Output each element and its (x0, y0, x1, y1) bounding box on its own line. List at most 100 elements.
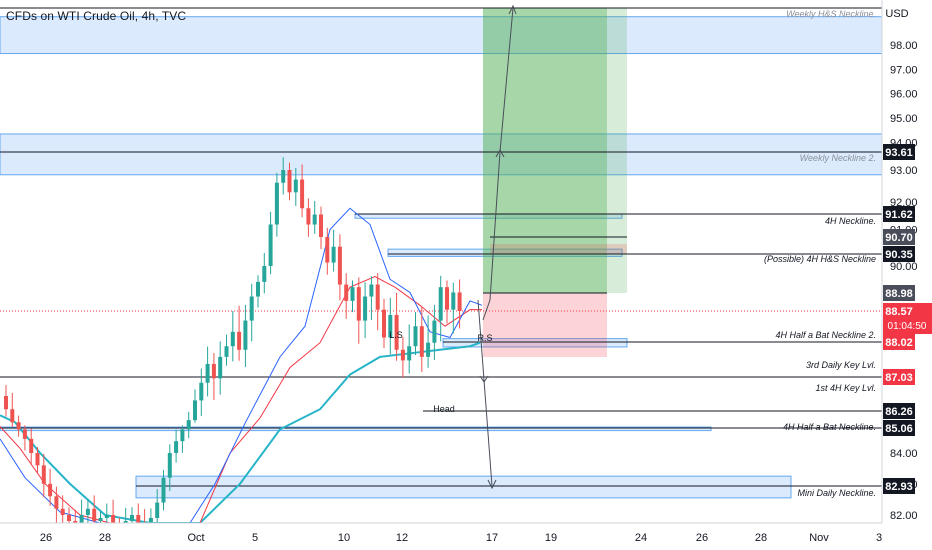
price-badge-value: 87.03 (885, 372, 913, 384)
candle-body (48, 483, 53, 497)
level-annotation: 4H Neckline. (825, 216, 876, 226)
price-badge-value: 82.93 (885, 481, 913, 493)
candle-body (268, 224, 273, 266)
candle-body (256, 281, 260, 297)
pattern-label-head: Head (433, 404, 455, 414)
candle-body (41, 465, 46, 484)
zone-rect (0, 133, 883, 176)
x-tick-label: 19 (545, 532, 557, 544)
x-tick-label: 3 (876, 532, 882, 544)
price-badge-bg (883, 478, 915, 494)
price-badge-bg (883, 285, 915, 301)
loss-zone (483, 293, 607, 357)
price-badge-value: 90.35 (885, 249, 913, 261)
candle-body (394, 314, 399, 350)
candle-body (130, 515, 134, 521)
ma-mid-line (0, 276, 482, 524)
arrow-head-mid (495, 148, 505, 158)
pattern-label-rs: R.S (477, 333, 492, 343)
price-badge-bg (883, 229, 915, 245)
y-tick-label: 97.00 (890, 64, 918, 76)
x-tick-label: 17 (486, 532, 498, 544)
x-tick-label: Oct (187, 532, 204, 544)
x-tick-label: 26 (696, 532, 708, 544)
candle-body (363, 296, 368, 321)
candle-body (325, 237, 330, 263)
chart-title: CFDs on WTI Crude Oil, 4h, TVC (6, 9, 187, 23)
arrow-head-mid-down (479, 375, 489, 383)
price-badge-value: 88.02 (885, 337, 913, 349)
level-annotation: (Possible) 4H H&S Neckline (764, 254, 876, 264)
price-badge-value: 85.06 (885, 423, 913, 435)
candle-body (73, 521, 78, 523)
candle-body (262, 266, 267, 282)
candle-body (85, 508, 90, 515)
candle-body (211, 363, 216, 379)
candle-body (123, 521, 128, 523)
y-tick-label: 93.00 (890, 165, 918, 177)
candle-body (29, 438, 34, 453)
candle-body (438, 287, 443, 321)
x-tick-label: 24 (635, 532, 647, 544)
candle-body (356, 287, 361, 321)
candle-body (413, 326, 418, 347)
candle-body (306, 208, 311, 225)
price-badge-bg (883, 403, 915, 419)
candle-body (300, 179, 305, 209)
candle-body (79, 515, 84, 523)
candle-body (167, 453, 172, 478)
profit-zone-outer (483, 8, 627, 293)
arrow-head-down (487, 479, 497, 490)
candle-body (230, 331, 235, 347)
candle-body (92, 508, 97, 521)
bear-projection-line (477, 299, 493, 487)
x-tick-label: 5 (252, 532, 258, 544)
candle-body (98, 518, 103, 521)
candle-body (337, 246, 342, 285)
candle-body (350, 287, 355, 301)
x-tick-label: 28 (755, 532, 767, 544)
candle-body (180, 429, 185, 442)
candle-body (451, 292, 456, 310)
level-annotation: 4H Half a Bat Neckline 2. (775, 330, 876, 340)
candle-body (426, 342, 431, 357)
zone-rect (387, 248, 623, 257)
level-annotation: 1st 4H Key Lvl. (815, 383, 876, 393)
price-badge-value: 86.26 (885, 406, 913, 418)
candle-body (457, 292, 462, 311)
bull-projection-line (482, 7, 514, 321)
profit-zone (483, 8, 607, 293)
pattern-label-ls: L.S (389, 330, 403, 340)
candle-body (67, 515, 71, 521)
candle-body (155, 502, 160, 518)
x-tick-label: 28 (99, 532, 111, 544)
candle-body (274, 182, 279, 225)
level-annotation: 4H Half a Bat Neckline. (783, 422, 876, 432)
y-tick-label: 82.00 (890, 510, 918, 522)
last-price-countdown: 01:04:50 (888, 321, 927, 332)
candle-body (445, 287, 449, 310)
price-badge-value: 93.61 (885, 147, 913, 159)
candle-body (54, 496, 59, 509)
y-tick-label: 95.00 (890, 113, 918, 125)
candle-body (35, 453, 40, 466)
price-badge-bg (883, 334, 915, 350)
candle-body (287, 170, 292, 193)
candle-body (199, 382, 204, 401)
candle-body (388, 314, 393, 338)
ma-slow-line (0, 341, 481, 524)
x-tick-label: Nov (809, 532, 829, 544)
candle-body (382, 309, 386, 338)
candle-body (174, 441, 179, 453)
candle-body (293, 179, 298, 193)
y-tick-label: 98.00 (890, 40, 918, 52)
candle-body (218, 356, 223, 379)
price-badge-bg (883, 420, 915, 436)
candle-body (22, 429, 27, 439)
y-tick-label: 90.00 (890, 261, 918, 273)
y-tick-label: 84.00 (890, 448, 918, 460)
x-tick-label: 26 (40, 532, 52, 544)
price-axis-bg (882, 0, 932, 550)
last-price-value: 88.57 (885, 306, 913, 318)
